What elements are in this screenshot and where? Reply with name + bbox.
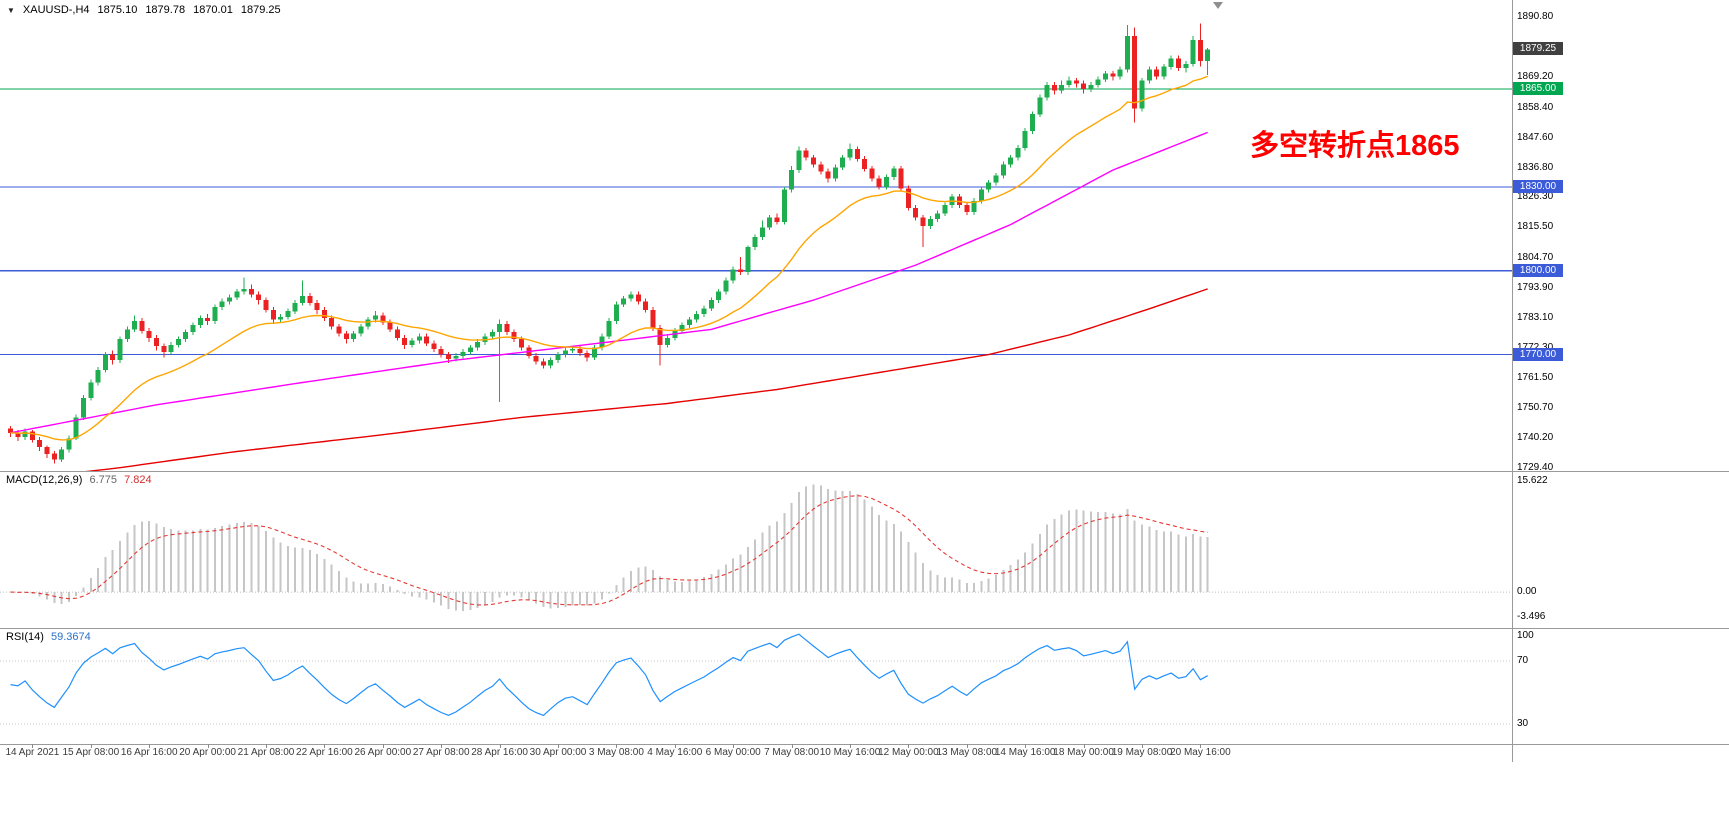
time-axis-tick — [733, 744, 734, 748]
price-line-badge: 1800.00 — [1513, 263, 1563, 277]
rsi-value: 59.3674 — [50, 631, 91, 643]
time-axis-tick — [792, 744, 793, 748]
time-axis-tick — [91, 744, 92, 748]
time-axis-tick — [675, 744, 676, 748]
time-axis-label: 22 Apr 16:00 — [296, 747, 353, 758]
time-axis-label: 4 May 16:00 — [647, 747, 703, 758]
ohlc-high-value: 1879.78 — [145, 4, 186, 16]
annotation-text: 多空转折点1865 — [1250, 130, 1460, 162]
time-axis-tick — [1142, 744, 1143, 748]
time-axis-label: 20 May 16:00 — [1170, 747, 1231, 758]
time-axis-label: 15 Apr 08:00 — [62, 747, 120, 758]
ohlc-low-value: 1870.01 — [193, 4, 233, 16]
time-axis-tick — [32, 744, 33, 748]
time-axis-tick — [266, 744, 267, 748]
time-axis-tick — [1084, 744, 1085, 748]
panel-separator[interactable] — [0, 628, 1729, 629]
time-axis-tick — [1200, 744, 1201, 748]
time-axis-tick — [500, 744, 501, 748]
macd-axis-label: -3.496 — [1517, 611, 1546, 622]
price-axis-label: 1890.80 — [1517, 11, 1554, 22]
price-axis-label: 1750.70 — [1517, 402, 1554, 414]
time-axis-label: 26 Apr 00:00 — [354, 747, 412, 758]
time-axis-label: 14 May 16:00 — [994, 747, 1056, 758]
time-axis-label: 20 Apr 00:00 — [179, 747, 236, 758]
time-axis-tick — [967, 744, 968, 748]
time-axis-label: 16 Apr 16:00 — [120, 747, 178, 758]
macd-axis-label: 0.00 — [1517, 586, 1537, 598]
time-axis-label: 21 Apr 08:00 — [237, 747, 295, 758]
chart-shift-marker-icon — [1213, 2, 1223, 9]
main-price-chart[interactable] — [0, 0, 1512, 471]
price-axis-label: 1858.40 — [1517, 101, 1554, 113]
time-axis-label: 6 May 00:00 — [705, 747, 761, 758]
time-axis-label: 13 May 08:00 — [936, 747, 998, 758]
rsi-label: RSI(14) 59.3674 — [6, 631, 91, 643]
rsi-axis-label: 100 — [1517, 630, 1534, 641]
time-axis-tick — [324, 744, 325, 748]
price-axis-label: 1847.60 — [1517, 131, 1554, 143]
panel-separator — [0, 744, 1729, 745]
macd-label: MACD(12,26,9) 6.775 7.824 — [6, 474, 152, 486]
price-axis-label: 1729.40 — [1517, 462, 1554, 473]
time-axis-label: 12 May 00:00 — [878, 747, 939, 758]
macd-label-text: MACD(12,26,9) — [6, 474, 83, 486]
price-axis-label: 1836.80 — [1517, 161, 1554, 173]
price-axis-label: 1804.70 — [1517, 251, 1554, 263]
time-axis-tick — [616, 744, 617, 748]
price-axis-label: 1740.20 — [1517, 431, 1554, 443]
ohlc-close-value: 1879.25 — [240, 4, 281, 16]
time-axis-label: 10 May 16:00 — [819, 747, 881, 758]
rsi-indicator-chart[interactable] — [0, 628, 1512, 744]
time-axis-label: 14 Apr 2021 — [5, 747, 60, 758]
symbol-dropdown-triangle-icon[interactable]: ▼ — [7, 5, 15, 15]
macd-signal-value: 7.824 — [124, 474, 152, 486]
macd-indicator-chart[interactable] — [0, 471, 1512, 628]
time-axis-label: 3 May 08:00 — [588, 747, 644, 758]
rsi-axis-label: 70 — [1517, 655, 1529, 666]
time-axis-label: 18 May 00:00 — [1053, 747, 1114, 758]
symbol-timeframe-label: XAUUSD-,H4 — [22, 4, 90, 16]
macd-main-value: 6.775 — [89, 474, 118, 486]
time-axis-label: 28 Apr 16:00 — [471, 747, 528, 758]
ohlc-open-value: 1875.10 — [97, 4, 138, 16]
rsi-axis-label: 30 — [1517, 718, 1529, 729]
price-axis-label: 1869.20 — [1517, 71, 1554, 83]
current-price-badge: 1879.25 — [1513, 42, 1563, 56]
price-axis-label: 1783.10 — [1517, 311, 1554, 323]
time-axis-tick — [1025, 744, 1026, 748]
time-axis-tick — [441, 744, 442, 748]
time-axis-tick — [149, 744, 150, 748]
time-axis-label: 27 Apr 08:00 — [412, 747, 470, 758]
time-axis-label: 30 Apr 00:00 — [529, 747, 587, 758]
price-axis-border — [1512, 0, 1513, 762]
time-axis-tick — [908, 744, 909, 748]
panel-separator[interactable] — [0, 471, 1729, 472]
price-axis-label: 1826.30 — [1517, 191, 1554, 203]
chart-info-bar: ▼ XAUUSD-,H4 1875.10 1879.78 1870.01 187… — [7, 4, 281, 16]
time-axis-label: 7 May 08:00 — [764, 747, 820, 758]
time-axis-tick — [383, 744, 384, 748]
time-axis-tick — [558, 744, 559, 748]
rsi-label-text: RSI(14) — [6, 631, 44, 643]
price-axis-label: 1815.50 — [1517, 221, 1554, 233]
price-line-badge: 1865.00 — [1513, 82, 1563, 96]
time-axis-tick — [850, 744, 851, 748]
price-line-badge: 1770.00 — [1513, 347, 1563, 361]
price-axis-label: 1793.90 — [1517, 281, 1554, 293]
time-axis-label: 19 May 08:00 — [1111, 747, 1173, 758]
price-axis-label: 1761.50 — [1517, 372, 1554, 384]
macd-axis-label: 15.622 — [1517, 475, 1548, 486]
price-line-badge: 1830.00 — [1513, 179, 1563, 193]
time-axis-tick — [208, 744, 209, 748]
